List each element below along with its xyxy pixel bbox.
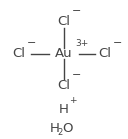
Text: 2: 2: [57, 128, 62, 136]
Text: H: H: [59, 103, 69, 116]
Text: Au: Au: [55, 47, 73, 60]
Text: Cl: Cl: [13, 47, 26, 60]
Text: Cl: Cl: [57, 15, 71, 28]
Text: 3+: 3+: [75, 39, 88, 48]
Text: −: −: [72, 6, 81, 16]
Text: Cl: Cl: [57, 79, 71, 92]
Text: Cl: Cl: [98, 47, 111, 60]
Text: +: +: [69, 95, 76, 105]
Text: −: −: [27, 38, 36, 48]
Text: −: −: [113, 38, 122, 48]
Text: H: H: [50, 122, 60, 135]
Text: −: −: [72, 70, 81, 80]
Text: O: O: [62, 122, 72, 135]
